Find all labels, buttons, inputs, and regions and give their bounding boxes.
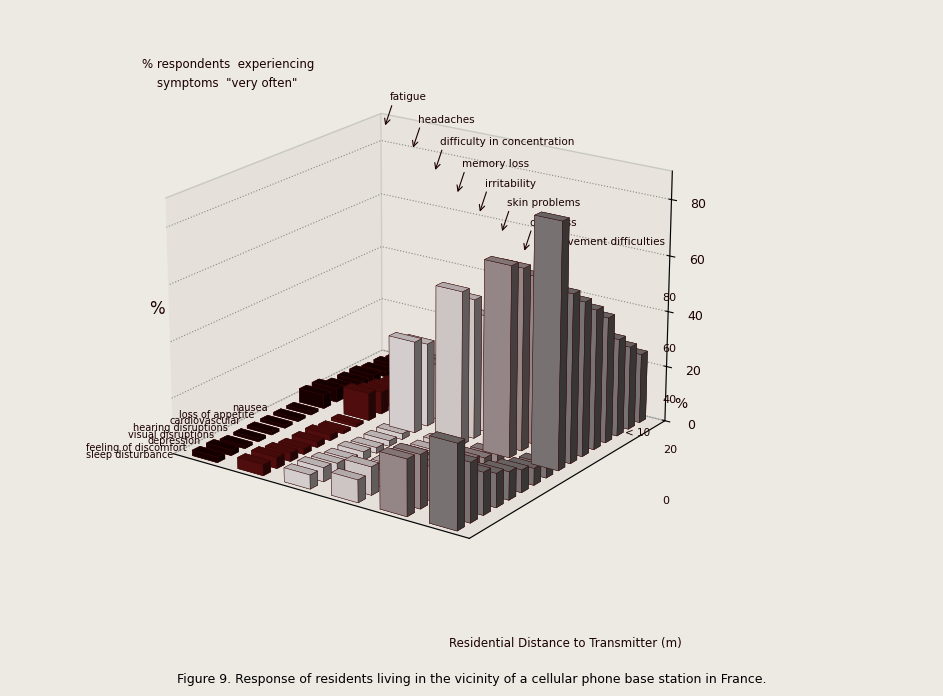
Text: irritability: irritability [485, 179, 536, 189]
Text: fatigue: fatigue [389, 93, 427, 102]
Text: 0: 0 [663, 496, 670, 506]
Text: %: % [149, 300, 164, 318]
Text: 20: 20 [663, 445, 677, 455]
Text: skin problems: skin problems [506, 198, 580, 208]
Text: movement difficulties: movement difficulties [552, 237, 666, 247]
Text: Residential Distance to Transmitter (m): Residential Distance to Transmitter (m) [450, 638, 682, 650]
Text: 40: 40 [663, 395, 677, 404]
Text: Figure 9. Response of residents living in the vicinity of a cellular phone base : Figure 9. Response of residents living i… [176, 672, 767, 686]
Text: 80: 80 [663, 293, 677, 303]
Text: 60: 60 [663, 344, 677, 354]
Text: memory loss: memory loss [462, 159, 529, 169]
Text: difficulty in concentration: difficulty in concentration [440, 137, 574, 147]
Text: headaches: headaches [418, 115, 474, 125]
Text: %: % [674, 397, 687, 411]
Text: % respondents  experiencing
    symptoms  "very often": % respondents experiencing symptoms "ver… [142, 58, 314, 90]
Text: dizziness: dizziness [529, 218, 577, 228]
